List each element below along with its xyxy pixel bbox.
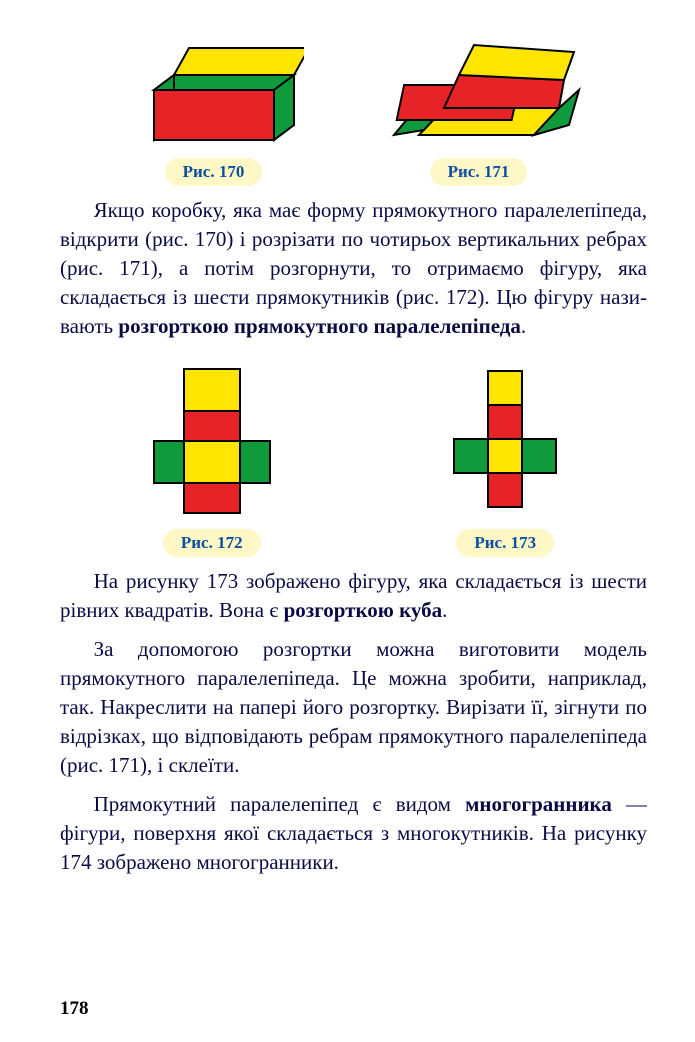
- page: Рис. 170 Рис. 171 Якщо коробку, яка має …: [0, 0, 695, 1042]
- figure-170: Рис. 170: [124, 30, 304, 186]
- figure-173: Рис. 173: [435, 361, 575, 557]
- p4-text-b: много­гранника: [465, 792, 612, 816]
- p1-text-c: .: [521, 314, 526, 338]
- figure-170-svg: [124, 30, 304, 150]
- figure-171: Рис. 171: [374, 30, 584, 186]
- page-number: 178: [60, 998, 89, 1020]
- figure-173-caption: Рис. 173: [456, 529, 554, 557]
- figure-172-svg: [132, 361, 292, 521]
- figure-171-svg: [374, 30, 584, 150]
- figure-172: Рис. 172: [132, 361, 292, 557]
- p2-text-b: розгорт­кою куба: [284, 598, 443, 622]
- figure-row-mid: Рис. 172 Рис. 173: [60, 361, 647, 557]
- p2-text-c: .: [442, 598, 447, 622]
- figure-172-caption: Рис. 172: [163, 529, 261, 557]
- p1-text-b: розгорткою прямокутного паралелепіпеда: [118, 314, 521, 338]
- figure-173-svg: [435, 361, 575, 521]
- figure-170-caption: Рис. 170: [165, 158, 263, 186]
- paragraph-1: Якщо коробку, яка має форму прямокутного…: [60, 196, 647, 341]
- p4-text-a: Прямокутний паралелепіпед є видом: [94, 792, 466, 816]
- figure-row-top: Рис. 170 Рис. 171: [60, 30, 647, 186]
- paragraph-4: Прямокутний паралелепіпед є видом много­…: [60, 790, 647, 877]
- paragraph-2: На рисунку 173 зображено фігуру, яка скл…: [60, 567, 647, 625]
- paragraph-3: За допомогою розгортки можна виготовити …: [60, 635, 647, 780]
- figure-171-caption: Рис. 171: [430, 158, 528, 186]
